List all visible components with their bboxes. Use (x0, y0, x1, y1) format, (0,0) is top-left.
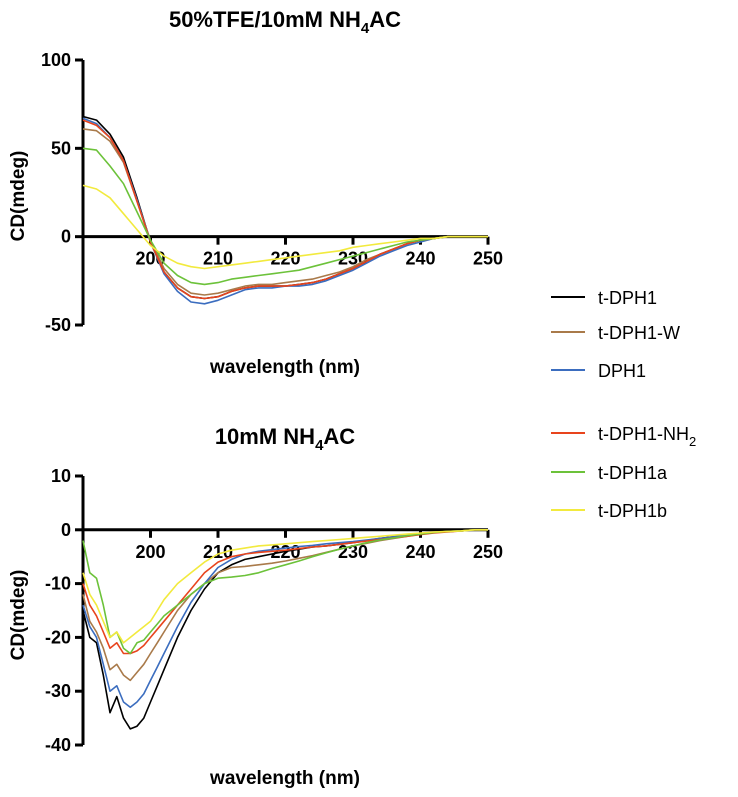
chart-nh4ac-x-tick-label: 240 (405, 542, 435, 562)
chart-tfe-y-tick-label: 0 (61, 227, 71, 247)
chart-nh4ac-x-tick-label: 210 (203, 542, 233, 562)
chart-tfe-x-tick-label: 250 (473, 249, 503, 269)
chart-tfe-xlabel: wavelength (nm) (209, 357, 360, 378)
legend-label: t-DPH1b (598, 501, 667, 521)
chart-nh4ac-ylabel: CD(mdeg) (8, 570, 29, 661)
chart-nh4ac-y-tick-label: 10 (51, 466, 71, 486)
chart-nh4ac-x-tick-label: 230 (338, 542, 368, 562)
chart-nh4ac-title: 10mM NH4AC (215, 424, 355, 454)
legend-item-t-dph1-nh2: t-DPH1-NH2 (551, 424, 696, 449)
chart-nh4ac-x-tick-label: 250 (473, 542, 503, 562)
chart-nh4ac-x-tick-label: 200 (135, 542, 165, 562)
legend-label: DPH1 (598, 361, 646, 381)
chart-tfe-x-tick-label: 240 (405, 249, 435, 269)
legend-item-dph1: DPH1 (551, 361, 646, 381)
chart-tfe-title: 50%TFE/10mM NH4AC (169, 7, 401, 37)
chart-tfe-series-t-dph1a (82, 147, 488, 286)
chart-tfe-y-tick-label: 50 (51, 138, 71, 158)
chart-nh4ac-series-t-dph1b (82, 528, 488, 644)
chart-nh4ac-series-t-dph1a (82, 528, 488, 655)
chart-tfe-series (82, 115, 488, 305)
chart-nh4ac-y-tick-label: -20 (45, 627, 71, 647)
legend-item-t-dph1b: t-DPH1b (551, 501, 667, 521)
chart-tfe-series-t-dph1-w (82, 128, 488, 296)
chart-tfe-series-dph1 (82, 117, 488, 305)
chart-tfe-series-t-dph1b (82, 184, 488, 270)
legend: t-DPH1 t-DPH1-W DPH1 t-DPH1-NH2 t-DPH1a t-DPH… (551, 288, 696, 521)
chart-tfe-y-tick-label: -50 (45, 315, 71, 335)
legend-label: t-DPH1-W (598, 323, 680, 343)
chart-tfe-y-tick-label: 100 (41, 50, 71, 70)
chart-tfe-ylabel: CD(mdeg) (8, 151, 29, 242)
legend-label: t-DPH1 (598, 288, 657, 308)
chart-nh4ac-xlabel: wavelength (nm) (209, 768, 360, 789)
chart-nh4ac-y-tick-label: 0 (61, 520, 71, 540)
chart-nh4ac-series (82, 528, 488, 730)
chart-nh4ac-y-tick-label: -40 (45, 735, 71, 755)
legend-item-t-dph1a: t-DPH1a (551, 463, 668, 483)
chart-nh4ac-y-tick-label: -30 (45, 681, 71, 701)
chart-nh4ac-y-tick-label: -10 (45, 574, 71, 594)
legend-item-t-dph1-w: t-DPH1-W (551, 323, 680, 343)
legend-label: t-DPH1-NH2 (598, 424, 696, 449)
chart-tfe-x-tick-label: 210 (203, 249, 233, 269)
legend-label: t-DPH1a (598, 463, 668, 483)
legend-item-t-dph1: t-DPH1 (551, 288, 657, 308)
